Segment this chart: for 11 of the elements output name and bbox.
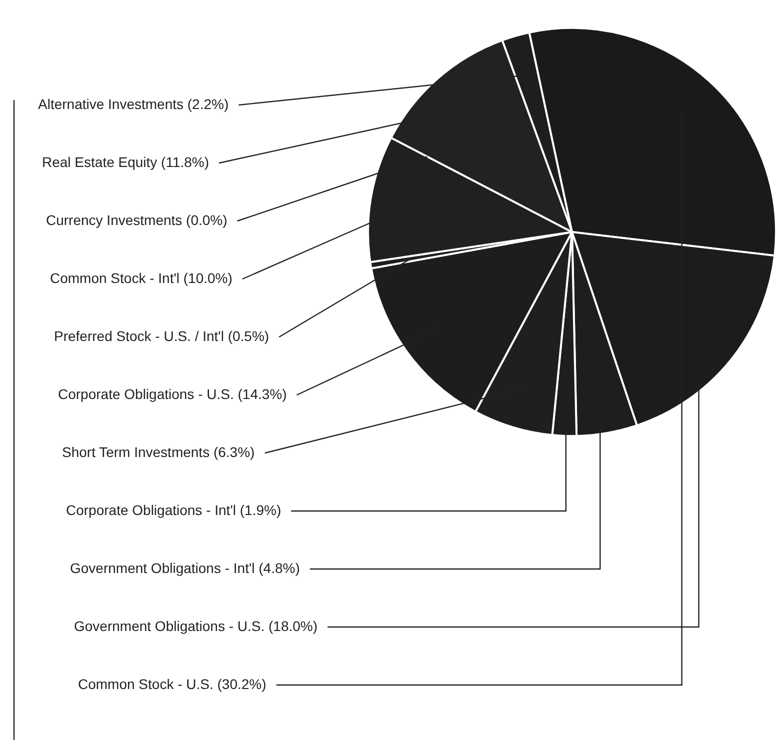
slice-label: Corporate Obligations - U.S. (14.3%)	[58, 386, 287, 402]
slice-label: Alternative Investments (2.2%)	[38, 96, 229, 112]
slice-label: Government Obligations - U.S. (18.0%)	[74, 618, 318, 634]
slice-label: Real Estate Equity (11.8%)	[42, 154, 210, 170]
category-label: Currency Investments (0.0%)	[46, 212, 228, 228]
slice-label: Corporate Obligations - Int'l (1.9%)	[66, 502, 282, 518]
slice-label: Common Stock - U.S. (30.2%)	[78, 676, 266, 692]
slice-label: Short Term Investments (6.3%)	[62, 444, 255, 460]
slice-label: Preferred Stock - U.S. / Int'l (0.5%)	[54, 328, 270, 344]
slice-label: Government Obligations - Int'l (4.8%)	[70, 560, 300, 576]
slice-label: Common Stock - Int'l (10.0%)	[50, 270, 232, 286]
